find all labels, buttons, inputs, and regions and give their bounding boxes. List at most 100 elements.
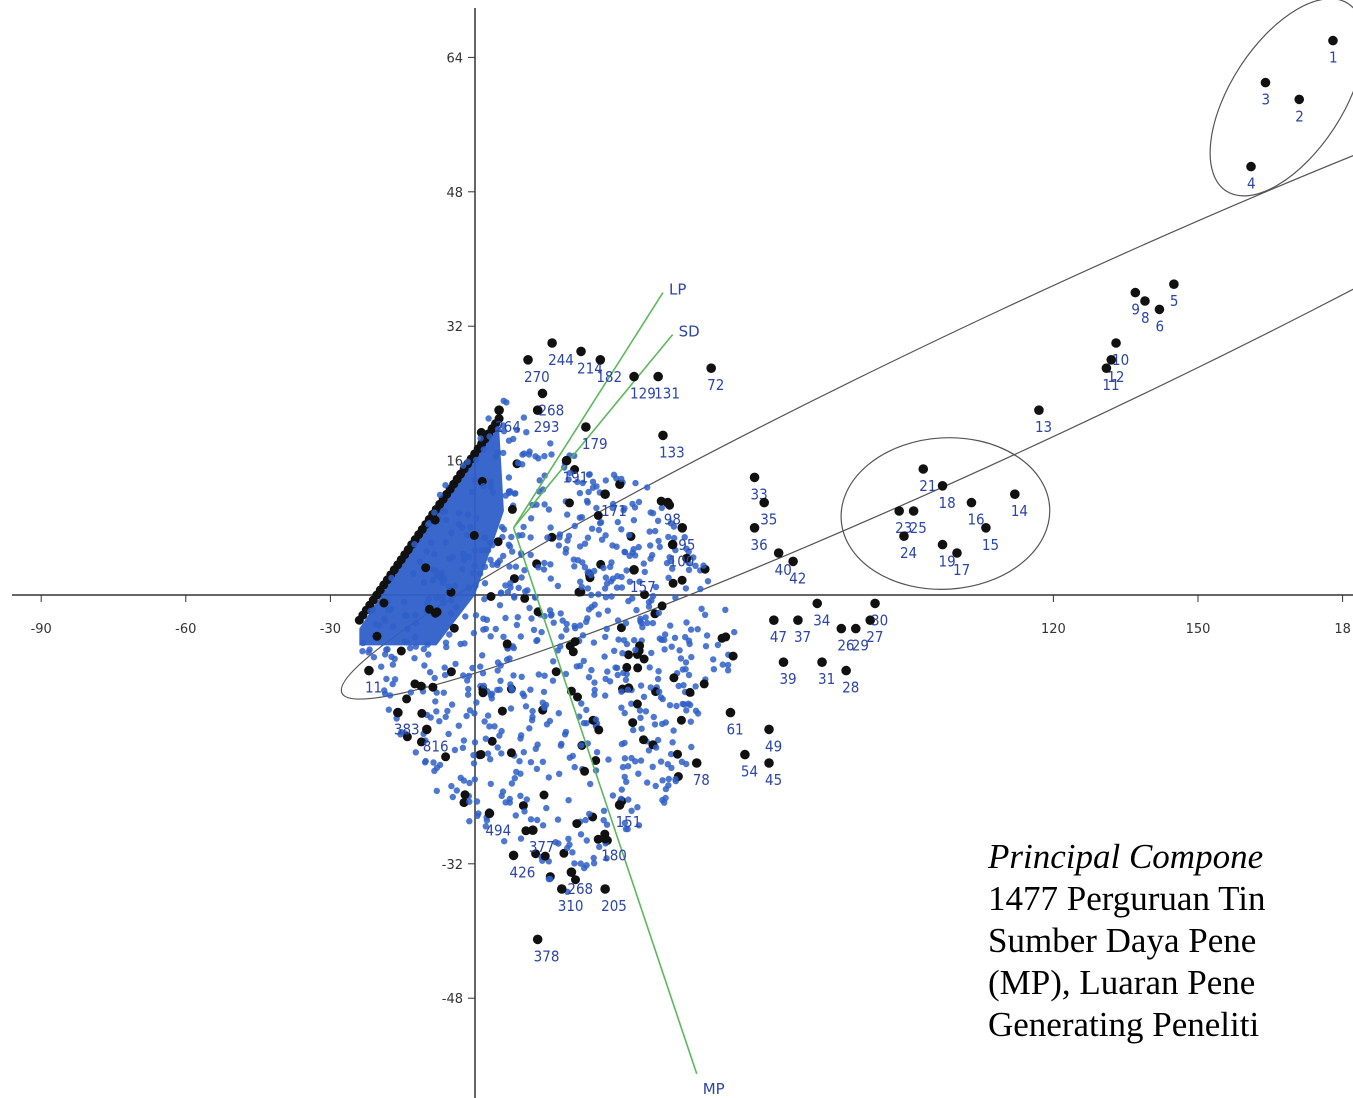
cloud-point [622, 676, 630, 683]
cloud-point [671, 634, 679, 641]
cloud-point [497, 706, 507, 716]
cloud-point [666, 554, 673, 561]
cloud-point [590, 639, 598, 646]
cloud-point [460, 672, 467, 679]
point-label: 26 [837, 637, 854, 655]
cloud-point [470, 760, 478, 767]
cloud-point [378, 663, 385, 670]
cloud-point [520, 523, 527, 531]
cloud-point [555, 840, 562, 847]
data-point [1010, 489, 1020, 500]
cloud-point [519, 690, 526, 697]
cloud-point [635, 822, 643, 829]
cloud-point [478, 547, 485, 554]
cloud-point [639, 735, 648, 745]
point-label: 268 [567, 880, 593, 898]
point-label: 264 [495, 418, 521, 436]
cloud-point [446, 631, 453, 638]
cloud-point [466, 798, 473, 805]
cloud-point [440, 576, 448, 584]
cloud-point [385, 706, 392, 713]
point-label: 5 [1170, 292, 1179, 310]
cloud-point [680, 682, 687, 689]
caption-line-2: 1477 Perguruan Tin [988, 879, 1266, 918]
cloud-point [603, 625, 610, 633]
data-point [817, 657, 827, 667]
cloud-point [439, 595, 446, 602]
cloud-point [568, 647, 578, 657]
cloud-point [521, 567, 528, 574]
point-label: 17 [953, 561, 970, 579]
cloud-point [577, 860, 584, 867]
cloud-point [577, 622, 584, 629]
point-label: 16 [967, 511, 984, 529]
vector-sd [512, 334, 674, 529]
cloud-point [533, 765, 541, 773]
cloud-point [601, 653, 608, 660]
cloud-point [473, 798, 481, 805]
cloud-point [459, 798, 469, 808]
cloud-point [481, 563, 489, 570]
cloud-point [510, 644, 517, 652]
cloud-point [593, 483, 600, 490]
cloud-point [531, 849, 541, 859]
point-label: 30 [871, 611, 888, 629]
cloud-point [487, 756, 494, 763]
cloud-point [386, 692, 394, 699]
cloud-point [513, 621, 521, 629]
cloud-point [407, 645, 414, 652]
cloud-point [431, 674, 438, 682]
cloud-point [584, 585, 592, 592]
point-label: 49 [765, 737, 782, 755]
cloud-point [445, 730, 452, 738]
cloud-point [503, 399, 510, 406]
cloud-point [659, 796, 666, 804]
cloud-point [545, 506, 553, 513]
cloud-point [577, 578, 584, 585]
cloud-point [646, 664, 653, 671]
cloud-point [470, 752, 477, 759]
data-point [667, 539, 678, 550]
cloud-point [471, 776, 478, 783]
cloud-point [496, 686, 503, 693]
cloud-point [585, 488, 592, 496]
cloud-point [586, 810, 593, 818]
cloud-point [425, 651, 432, 658]
cloud-point [562, 728, 570, 736]
cloud-point [592, 716, 600, 723]
cloud-point [562, 549, 569, 556]
cloud-point [636, 578, 643, 585]
cloud-point [464, 691, 472, 698]
cloud-point [588, 525, 596, 532]
cloud-point [580, 719, 588, 727]
cloud-point [530, 626, 538, 634]
cloud-point [460, 462, 467, 469]
cloud-point [587, 780, 594, 788]
data-point [494, 405, 504, 416]
x-tick-label: 150 [1186, 622, 1211, 637]
cloud-point [494, 659, 502, 666]
point-label: 205 [601, 897, 627, 915]
vector-label-sd: SD [679, 323, 700, 341]
cloud-point [539, 758, 547, 765]
cloud-point [506, 748, 516, 758]
cloud-point [668, 643, 675, 650]
cloud-point [596, 843, 603, 851]
cloud-point [539, 790, 549, 800]
data-point [1294, 94, 1305, 105]
cloud-point [682, 585, 690, 592]
cloud-point [637, 615, 644, 622]
cloud-point [625, 597, 632, 605]
cloud-point [623, 778, 630, 785]
data-point [812, 598, 823, 609]
cloud-point [543, 804, 550, 812]
data-point [937, 481, 948, 491]
data-point [1154, 304, 1165, 315]
data-point [764, 758, 774, 768]
data-point [523, 355, 533, 365]
cloud-point [619, 763, 627, 771]
cloud-point [411, 634, 419, 641]
point-label: 47 [770, 628, 787, 646]
cloud-point [602, 675, 609, 683]
data-point [532, 405, 543, 416]
